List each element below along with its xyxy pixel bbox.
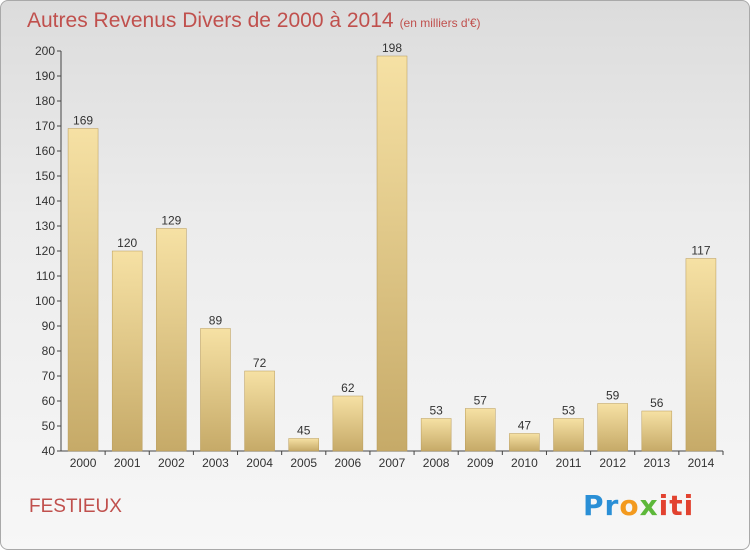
- y-tick-label: 160: [35, 144, 55, 158]
- bar: [288, 438, 319, 452]
- data-label: 45: [297, 424, 311, 438]
- chart-title: Autres Revenus Divers de 2000 à 2014 (en …: [27, 9, 481, 32]
- y-tick-label: 90: [42, 319, 56, 333]
- bar: [200, 328, 231, 452]
- x-tick-label: 2005: [290, 456, 317, 470]
- bar: [156, 228, 187, 452]
- bar: [597, 403, 628, 452]
- chart-subtitle: (en milliers d'€): [399, 16, 481, 30]
- data-label: 56: [650, 396, 664, 410]
- bar: [111, 250, 143, 452]
- bar: [509, 433, 540, 452]
- data-label: 72: [253, 356, 267, 370]
- x-tick-label: 2002: [158, 456, 185, 470]
- bar: [67, 128, 99, 452]
- y-tick-label: 50: [42, 419, 56, 433]
- x-tick-label: 2007: [379, 456, 406, 470]
- y-tick-label: 60: [42, 394, 56, 408]
- x-tick-label: 2006: [335, 456, 362, 470]
- data-label: 53: [562, 404, 576, 418]
- data-label: 169: [73, 114, 93, 128]
- y-tick-label: 180: [35, 94, 55, 108]
- bar: [685, 258, 717, 452]
- x-tick-label: 2011: [556, 456, 582, 470]
- data-label: 62: [341, 381, 355, 395]
- bar: [332, 395, 364, 452]
- x-tick-label: 2010: [511, 456, 538, 470]
- y-tick-label: 70: [42, 369, 56, 383]
- logo-part-4: iti: [658, 489, 695, 522]
- x-tick-label: 2001: [114, 456, 141, 470]
- y-tick-label: 200: [35, 44, 55, 58]
- data-label: 117: [691, 244, 710, 258]
- x-tick-label: 2008: [423, 456, 450, 470]
- y-tick-label: 150: [35, 169, 55, 183]
- data-label: 129: [161, 214, 181, 228]
- x-tick-label: 2013: [643, 456, 670, 470]
- data-label: 57: [474, 394, 488, 408]
- data-label: 53: [429, 404, 443, 418]
- y-tick-label: 190: [35, 69, 55, 83]
- x-tick-label: 2003: [202, 456, 229, 470]
- x-tick-label: 2004: [246, 456, 273, 470]
- data-label: 198: [382, 41, 402, 55]
- data-label: 59: [606, 389, 620, 403]
- x-tick-label: 2000: [70, 456, 97, 470]
- logo-part-2: o: [619, 489, 640, 522]
- location-label: FESTIEUX: [29, 496, 122, 517]
- data-label: 89: [209, 314, 223, 328]
- bar: [420, 418, 452, 452]
- y-tick-label: 100: [35, 294, 55, 308]
- bar: [376, 55, 408, 452]
- data-label: 120: [117, 236, 137, 250]
- y-tick-label: 110: [36, 269, 55, 283]
- proxiti-logo: Proxiti: [583, 489, 694, 522]
- y-tick-label: 130: [35, 219, 55, 233]
- y-tick-label: 120: [35, 244, 55, 258]
- logo-part-3: x: [639, 489, 659, 522]
- bar: [641, 410, 673, 452]
- data-label: 47: [518, 419, 532, 433]
- y-tick-label: 170: [35, 119, 55, 133]
- bar: [553, 418, 584, 452]
- x-tick-label: 2009: [467, 456, 494, 470]
- logo-part-1: Pr: [583, 489, 620, 522]
- x-tick-label: 2012: [599, 456, 626, 470]
- x-tick-label: 2014: [688, 456, 715, 470]
- y-tick-label: 80: [42, 344, 56, 358]
- y-tick-label: 40: [42, 444, 56, 458]
- bar: [244, 370, 275, 452]
- y-tick-label: 140: [35, 194, 55, 208]
- bar: [465, 408, 496, 452]
